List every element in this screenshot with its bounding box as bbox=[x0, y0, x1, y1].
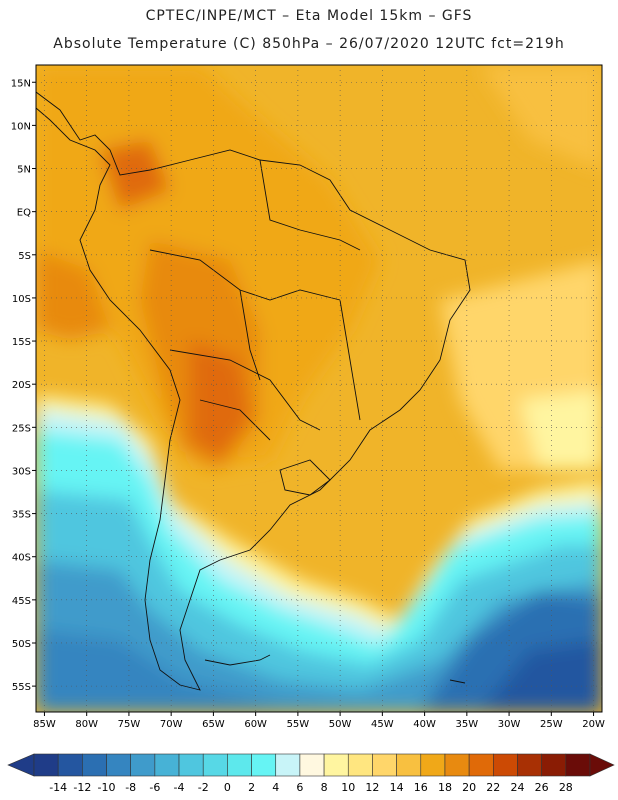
lon-label: 55W bbox=[287, 719, 310, 730]
legend-swatch bbox=[323, 753, 349, 777]
legend-swatch bbox=[106, 753, 131, 777]
legend-swatch bbox=[202, 753, 228, 777]
legend-label: -10 bbox=[98, 781, 116, 794]
legend-label: 14 bbox=[390, 781, 404, 794]
legend-label: 2 bbox=[248, 781, 255, 794]
lat-label: 15S bbox=[12, 337, 31, 348]
legend-label: 26 bbox=[535, 781, 549, 794]
legend-label: 16 bbox=[414, 781, 428, 794]
map-frame bbox=[35, 64, 603, 713]
legend-swatch bbox=[154, 753, 180, 777]
lon-label: 65W bbox=[202, 719, 225, 730]
map-title-line1: CPTEC/INPE/MCT – Eta Model 15km – GFS bbox=[145, 8, 473, 24]
lat-label: 40S bbox=[12, 553, 31, 564]
lat-label: 25S bbox=[12, 423, 31, 434]
color-legend-cells bbox=[7, 753, 615, 777]
legend-label: 12 bbox=[365, 781, 379, 794]
lat-label: 10S bbox=[12, 294, 31, 305]
legend-swatch bbox=[130, 753, 156, 777]
legend-swatch bbox=[57, 753, 83, 777]
legend-label: 22 bbox=[486, 781, 500, 794]
legend-swatch bbox=[275, 753, 301, 777]
lat-label: 45S bbox=[12, 596, 31, 607]
legend-label: 0 bbox=[224, 781, 231, 794]
legend-swatch bbox=[178, 753, 204, 777]
lat-label: 5N bbox=[17, 165, 31, 176]
legend-label: 28 bbox=[559, 781, 573, 794]
legend-swatch bbox=[396, 753, 422, 777]
color-legend: -14 -12 -10 -8 -6 -4 -2 0 2 4 6 8 10 12 14 16 18 20 22 24 26… bbox=[7, 753, 615, 794]
lon-label: 50W bbox=[329, 719, 352, 730]
legend-swatch bbox=[420, 753, 446, 777]
legend-swatch bbox=[251, 753, 277, 777]
lon-label: 85W bbox=[33, 719, 56, 730]
lat-label: 30S bbox=[12, 466, 31, 477]
lon-label: 75W bbox=[118, 719, 141, 730]
legend-swatch bbox=[82, 753, 107, 777]
legend-label: -8 bbox=[125, 781, 136, 794]
legend-label: 24 bbox=[510, 781, 524, 794]
lat-label: 50S bbox=[12, 639, 31, 650]
longitude-labels: 85W 80W 75W 70W 65W 60W 55W 50W 45W 40W 35W 30W 25W 2… bbox=[33, 719, 605, 730]
legend-arrow-low bbox=[7, 753, 35, 777]
legend-label: 20 bbox=[462, 781, 476, 794]
lat-label: 20S bbox=[12, 380, 31, 391]
legend-label: -6 bbox=[149, 781, 160, 794]
legend-label: -12 bbox=[73, 781, 91, 794]
lat-label: 55S bbox=[12, 682, 31, 693]
legend-arrow-high bbox=[589, 753, 615, 777]
coastline-outline bbox=[36, 91, 471, 691]
legend-swatch bbox=[468, 753, 494, 777]
lon-label: 45W bbox=[371, 719, 394, 730]
lat-label: 15N bbox=[11, 78, 31, 89]
legend-swatch bbox=[517, 753, 542, 777]
legend-swatch bbox=[33, 753, 59, 777]
legend-swatch bbox=[372, 753, 397, 777]
lon-label: 35W bbox=[456, 719, 479, 730]
legend-label: 4 bbox=[272, 781, 279, 794]
lon-label: 40W bbox=[413, 719, 436, 730]
lat-label: 5S bbox=[18, 251, 31, 262]
graticule bbox=[32, 65, 602, 716]
legend-label: 8 bbox=[321, 781, 328, 794]
lon-label: 60W bbox=[244, 719, 267, 730]
temperature-field bbox=[36, 65, 602, 712]
legend-label: -4 bbox=[174, 781, 185, 794]
legend-swatch bbox=[493, 753, 518, 777]
lat-label: 10N bbox=[11, 121, 31, 132]
legend-swatch bbox=[227, 753, 252, 777]
legend-label: 6 bbox=[296, 781, 303, 794]
lon-label: 80W bbox=[75, 719, 98, 730]
legend-label: 10 bbox=[341, 781, 355, 794]
lon-label: 30W bbox=[498, 719, 521, 730]
lon-label: 25W bbox=[540, 719, 563, 730]
legend-swatch bbox=[347, 753, 373, 777]
lat-label: 35S bbox=[12, 510, 31, 521]
lon-label: 70W bbox=[160, 719, 183, 730]
legend-label: -14 bbox=[49, 781, 67, 794]
legend-swatch bbox=[541, 753, 567, 777]
legend-swatch bbox=[444, 753, 470, 777]
temperature-map: 15N 10N 5N EQ 5S 10S 15S 20S 25S 30S 35S 40S 45S 50S 5… bbox=[11, 64, 605, 730]
legend-swatch bbox=[565, 753, 591, 777]
latitude-labels: 15N 10N 5N EQ 5S 10S 15S 20S 25S 30S 35S 40S 45S 50S 5… bbox=[11, 78, 31, 693]
lat-label: EQ bbox=[17, 208, 31, 219]
legend-label: 18 bbox=[438, 781, 452, 794]
color-legend-labels: -14 -12 -10 -8 -6 -4 -2 0 2 4 6 8 10 12 14 16 18 20 22 24 26… bbox=[49, 781, 573, 794]
lon-label: 20W bbox=[582, 719, 605, 730]
map-title-line2: Absolute Temperature (C) 850hPa – 26/07/… bbox=[53, 36, 565, 52]
legend-swatch bbox=[299, 753, 325, 777]
legend-label: -2 bbox=[198, 781, 209, 794]
